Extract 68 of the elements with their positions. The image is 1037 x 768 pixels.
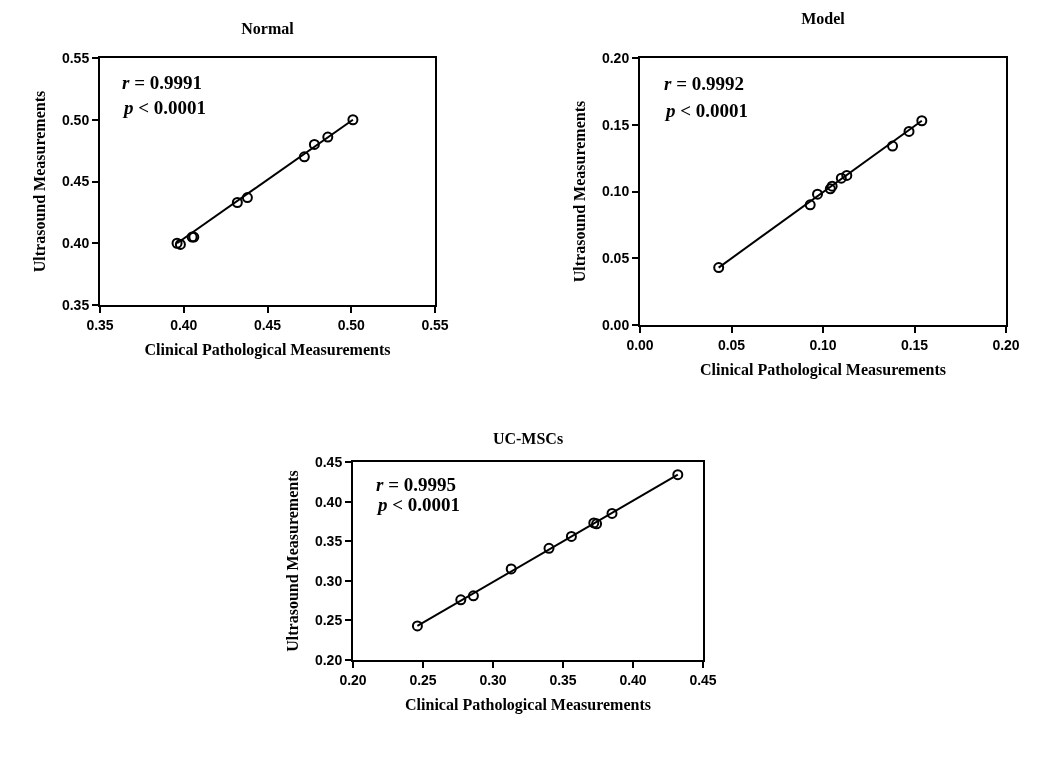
point — [467, 590, 479, 602]
chart-title: UC-MSCs — [492, 429, 564, 447]
y-tick-label: 0.10 — [601, 183, 630, 200]
point — [455, 594, 467, 606]
point — [298, 151, 310, 163]
point — [322, 131, 334, 143]
point — [411, 620, 423, 632]
y-tick-label: 0.15 — [601, 116, 630, 133]
y-tick-label: 0.55 — [61, 49, 90, 66]
point — [713, 262, 725, 274]
annotation: r = 0.9992 — [664, 73, 744, 94]
point — [543, 542, 555, 554]
y-tick-label: 0.40 — [314, 493, 343, 510]
x-tick-label: 0.40 — [619, 671, 647, 688]
x-tick-label: 0.20 — [992, 336, 1020, 353]
annotation: r = 0.9991 — [122, 72, 202, 93]
x-tick-label: 0.40 — [170, 316, 198, 333]
y-tick-label: 0.40 — [61, 235, 90, 252]
y-tick-label: 0.35 — [61, 296, 90, 313]
annotation: p < 0.0001 — [376, 494, 461, 515]
x-tick-label: 0.45 — [689, 671, 717, 688]
point — [606, 507, 618, 519]
annotation: p < 0.0001 — [122, 97, 207, 118]
y-axis-title: Ultrasound Measurements — [571, 100, 589, 283]
x-tick-label: 0.25 — [409, 671, 437, 688]
annotation: r = 0.9995 — [376, 474, 456, 495]
x-axis-title: Clinical Pathological Measurements — [700, 361, 946, 379]
x-tick-label: 0.35 — [549, 671, 577, 688]
point — [347, 114, 359, 126]
x-tick-label: 0.55 — [421, 316, 449, 333]
chart-title: Model — [801, 9, 846, 27]
x-tick-label: 0.00 — [626, 336, 654, 353]
x-tick-label: 0.35 — [86, 316, 114, 333]
point — [241, 192, 253, 204]
y-axis-title: Ultrasound Measurements — [31, 90, 49, 273]
x-tick-label: 0.45 — [253, 316, 282, 333]
y-tick-label: 0.45 — [61, 173, 90, 190]
point — [565, 530, 577, 542]
point — [835, 172, 847, 184]
x-tick-label: 0.20 — [339, 671, 367, 688]
point — [308, 138, 320, 150]
point — [887, 140, 899, 152]
point — [804, 199, 816, 211]
point — [916, 115, 928, 127]
y-tick-label: 0.45 — [314, 453, 343, 470]
y-tick-label: 0.05 — [601, 250, 630, 267]
y-tick-label: 0.50 — [61, 111, 90, 128]
chart-title: Normal — [241, 19, 295, 37]
y-tick-label: 0.20 — [601, 49, 630, 66]
y-axis-title: Ultrasound Measurements — [284, 470, 302, 652]
point — [841, 169, 853, 181]
x-tick-label: 0.05 — [717, 336, 746, 353]
point — [231, 197, 243, 208]
y-tick-label: 0.25 — [314, 612, 343, 629]
point — [672, 469, 684, 481]
x-axis-title: Clinical Pathological Measurements — [405, 696, 651, 714]
point — [812, 188, 824, 200]
x-tick-label: 0.30 — [479, 671, 507, 688]
x-axis-title: Clinical Pathological Measurements — [144, 341, 391, 359]
y-tick-label: 0.35 — [314, 533, 343, 550]
point — [903, 125, 915, 137]
x-tick-label: 0.10 — [809, 336, 837, 353]
point — [505, 563, 517, 575]
x-tick-label: 0.15 — [900, 336, 929, 353]
x-tick-label: 0.50 — [337, 316, 366, 333]
annotation: p < 0.0001 — [664, 100, 749, 121]
y-tick-label: 0.20 — [314, 651, 343, 668]
y-tick-label: 0.30 — [314, 572, 343, 589]
